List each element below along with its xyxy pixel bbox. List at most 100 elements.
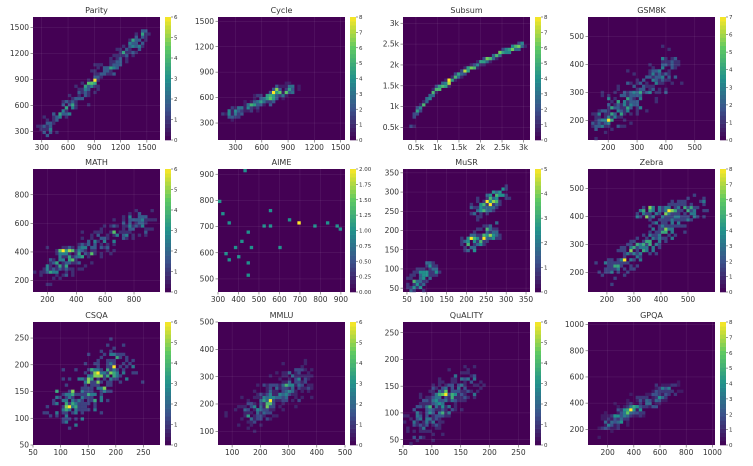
heatmap-cell — [661, 56, 665, 61]
heatmap-cell — [125, 230, 129, 234]
heatmap-cell — [676, 389, 681, 393]
y-tick-label: 200 — [15, 360, 30, 369]
heatmap-cell — [42, 124, 46, 128]
heatmap-cell — [491, 53, 496, 58]
heatmap-cell — [425, 405, 429, 409]
heatmap-cell — [648, 239, 652, 243]
heatmap-cell — [271, 408, 276, 412]
heatmap-cell — [418, 267, 423, 271]
heatmap-cell — [437, 420, 442, 424]
heatmap-cell — [664, 78, 668, 82]
heatmap-cell — [469, 245, 474, 250]
heatmap-cell — [479, 212, 483, 216]
x-tick-label: 400 — [627, 448, 642, 457]
heatmap-cell — [434, 264, 439, 268]
heatmap-cell — [281, 90, 285, 95]
colorbar-segment — [535, 412, 541, 417]
colorbar-label: 3 — [359, 382, 363, 388]
colorbar-segment — [165, 119, 171, 124]
y-tick-label: 150 — [385, 382, 400, 391]
heatmap-cell — [86, 374, 91, 378]
heatmap-cell — [504, 50, 508, 55]
heatmap-cell — [256, 106, 260, 110]
heatmap-cell — [109, 365, 113, 369]
colorbar-segment — [720, 408, 726, 413]
heatmap-cell — [648, 233, 652, 237]
heatmap-cell — [259, 417, 263, 421]
heatmap-cell — [131, 41, 135, 45]
heatmap-cell — [428, 405, 432, 409]
heatmap-cell — [463, 383, 467, 387]
heatmap-cell — [600, 121, 605, 125]
panel-title: Subsum — [450, 6, 482, 15]
colorbar-segment — [165, 322, 171, 327]
heatmap-cell — [118, 352, 123, 357]
heatmap-cell — [472, 233, 477, 237]
heatmap-cell — [227, 115, 231, 119]
heatmap-cell — [291, 392, 295, 397]
x-tick-label: 0.5k — [408, 143, 425, 152]
heatmap-cell — [90, 81, 94, 85]
heatmap-cell — [265, 411, 270, 415]
heatmap-cell — [115, 368, 119, 372]
colorbar-segment — [350, 383, 356, 388]
colorbar-segment — [720, 45, 726, 51]
heatmap-cell — [651, 78, 655, 82]
colorbar-label: 1 — [174, 118, 178, 124]
x-tick-label: 300 — [211, 295, 226, 304]
x-tick-label: 600 — [255, 143, 270, 152]
heatmap-cell — [96, 380, 100, 384]
colorbar-segment — [535, 275, 541, 280]
heatmap-cell — [310, 383, 314, 387]
colorbar-segment — [720, 103, 726, 108]
colorbar-segment — [350, 197, 356, 203]
heatmap-cell — [654, 386, 659, 390]
heatmap-cell — [619, 115, 624, 119]
heatmap-cell — [689, 205, 693, 210]
heatmap-cell — [418, 423, 423, 427]
y-tick-label: 400 — [570, 60, 585, 69]
colorbar-segment — [720, 29, 726, 34]
heatmap-cell — [106, 398, 110, 403]
heatmap-cell — [638, 87, 643, 91]
colorbar-segment — [535, 201, 541, 207]
heatmap-cell — [603, 124, 608, 128]
colorbar-segment — [720, 283, 726, 289]
colorbar-segment — [350, 251, 356, 256]
heatmap-cell — [664, 386, 668, 390]
colorbar-segment — [165, 189, 171, 194]
colorbar-segment — [535, 234, 541, 239]
heatmap-cell — [99, 392, 104, 397]
heatmap-cell — [306, 374, 311, 378]
heatmap-cell — [626, 411, 630, 415]
x-tick-label: 150 — [454, 448, 469, 457]
heatmap-cell — [610, 258, 614, 262]
heatmap-cell — [64, 245, 69, 250]
heatmap-cell — [86, 90, 91, 95]
colorbar-segment — [350, 49, 356, 55]
colorbar-segment — [350, 283, 356, 289]
heatmap-cell — [249, 106, 254, 110]
heatmap-cell — [287, 377, 292, 381]
heatmap-cell — [425, 270, 429, 274]
heatmap-cell — [259, 392, 263, 397]
colorbar-segment — [350, 25, 356, 30]
heatmap-cell — [131, 218, 135, 222]
heatmap-cell — [638, 208, 643, 213]
x-tick-label: 1k — [433, 143, 443, 152]
heatmap-cell — [230, 118, 235, 122]
heatmap-cell — [39, 273, 43, 277]
heatmap-cell — [80, 90, 85, 95]
heatmap-cell — [683, 205, 687, 210]
colorbar-segment — [535, 395, 541, 401]
heatmap-cell — [600, 417, 605, 421]
panel-title: Cycle — [271, 6, 293, 15]
heatmap-cell — [275, 90, 279, 95]
heatmap-cell — [441, 411, 445, 415]
heatmap-cell — [469, 233, 474, 237]
heatmap-cell — [616, 115, 620, 119]
y-tick-label: 100 — [15, 414, 30, 423]
y-tick-label: 500 — [570, 32, 585, 41]
heatmap-cell — [447, 395, 451, 400]
heatmap-cell — [112, 242, 116, 247]
